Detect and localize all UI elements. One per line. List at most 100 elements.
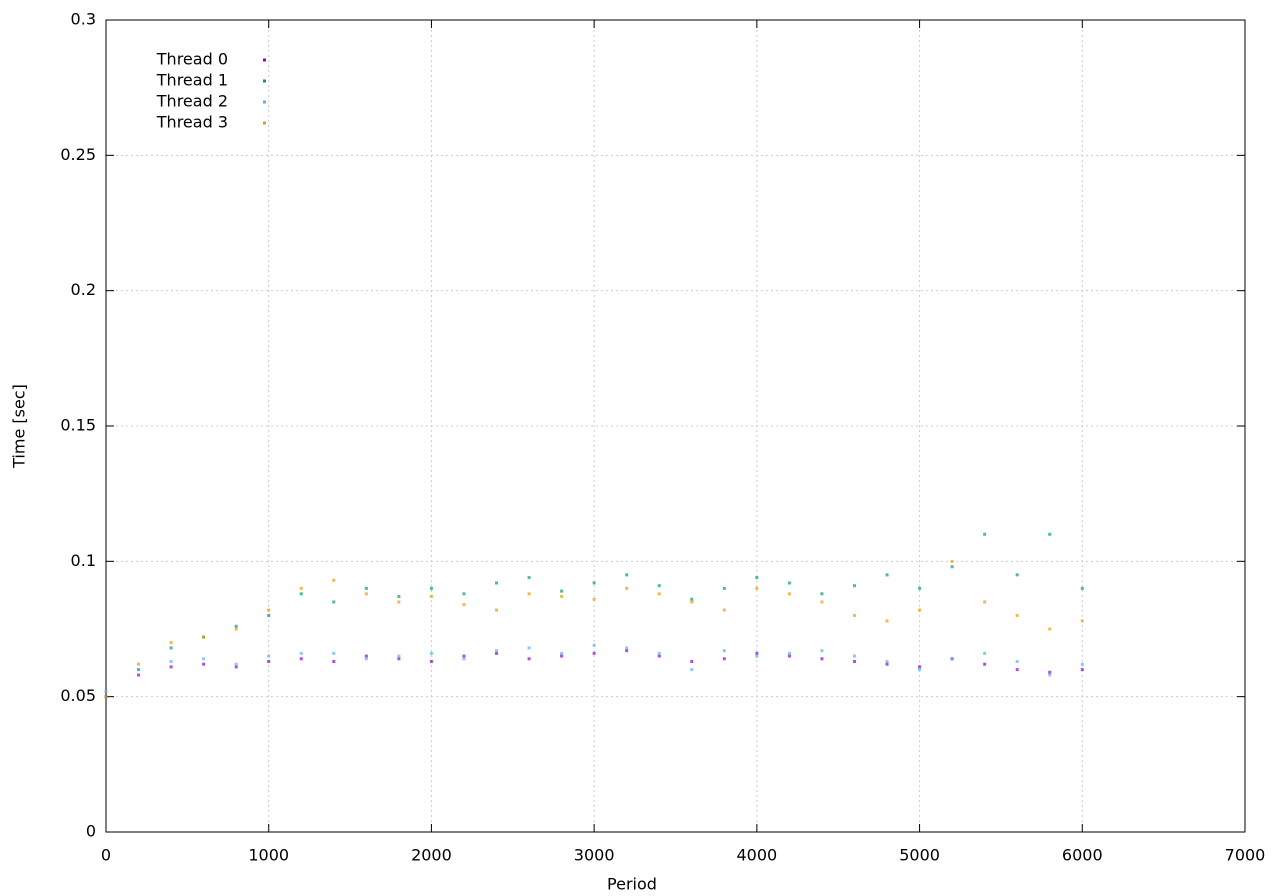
point — [169, 665, 173, 669]
y-axis-label: Time [sec] — [10, 384, 29, 469]
point — [918, 665, 922, 669]
point — [918, 608, 922, 612]
point — [560, 595, 564, 599]
point — [852, 659, 856, 663]
point — [852, 654, 856, 658]
legend-marker — [263, 79, 266, 83]
point — [462, 657, 466, 661]
point — [1080, 586, 1084, 590]
point — [820, 657, 824, 661]
point — [104, 689, 108, 693]
point — [169, 659, 173, 663]
legend-marker — [263, 121, 266, 125]
point — [592, 597, 596, 601]
point — [429, 659, 433, 663]
point — [690, 600, 694, 604]
point — [364, 657, 368, 661]
y-tick-label: 0 — [86, 822, 96, 841]
point — [657, 592, 661, 596]
point — [527, 592, 531, 596]
x-tick-label: 2000 — [411, 846, 452, 865]
point — [462, 654, 466, 658]
point — [950, 559, 954, 563]
point — [299, 657, 303, 661]
point — [299, 651, 303, 655]
point — [364, 592, 368, 596]
point — [495, 608, 499, 612]
x-tick-label: 1000 — [248, 846, 289, 865]
point — [527, 646, 531, 650]
x-tick-label: 6000 — [1062, 846, 1103, 865]
point — [332, 600, 336, 604]
point — [983, 532, 987, 536]
point — [1015, 573, 1019, 577]
x-axis-label: Period — [607, 875, 657, 894]
y-tick-label: 0.1 — [71, 551, 96, 570]
point — [755, 586, 759, 590]
point — [852, 613, 856, 617]
point — [560, 589, 564, 593]
point — [1048, 673, 1052, 677]
x-tick-label: 3000 — [574, 846, 615, 865]
plot-border — [105, 19, 1246, 833]
point — [1015, 668, 1019, 672]
point — [1015, 613, 1019, 617]
point — [625, 573, 629, 577]
point — [267, 608, 271, 612]
point — [657, 584, 661, 588]
point — [364, 654, 368, 658]
point — [787, 581, 791, 585]
point — [755, 651, 759, 655]
point — [234, 624, 238, 628]
point — [137, 662, 141, 666]
point — [755, 576, 759, 580]
point — [625, 649, 629, 653]
point — [722, 657, 726, 661]
legend-marker — [263, 100, 266, 104]
point — [527, 657, 531, 661]
y-tick-label: 0.2 — [71, 280, 96, 299]
x-tick-label: 0 — [101, 846, 111, 865]
point — [169, 646, 173, 650]
point — [885, 659, 889, 663]
point — [527, 576, 531, 580]
point — [137, 668, 141, 672]
y-tick-label: 0.3 — [71, 10, 96, 29]
point — [429, 595, 433, 599]
point — [722, 586, 726, 590]
point — [1048, 627, 1052, 631]
point — [755, 654, 759, 658]
point — [234, 665, 238, 669]
point — [820, 649, 824, 653]
point — [462, 592, 466, 596]
point — [820, 600, 824, 604]
point — [202, 662, 206, 666]
point — [462, 603, 466, 607]
point — [852, 584, 856, 588]
point — [983, 651, 987, 655]
point — [267, 613, 271, 617]
point — [690, 597, 694, 601]
point — [690, 659, 694, 663]
point — [397, 657, 401, 661]
point — [918, 586, 922, 590]
point — [560, 654, 564, 658]
point — [560, 651, 564, 655]
point — [202, 635, 206, 639]
point — [690, 668, 694, 672]
point — [625, 646, 629, 650]
point — [202, 657, 206, 661]
point — [299, 586, 303, 590]
point — [332, 659, 336, 663]
y-tick-label: 0.15 — [60, 416, 96, 435]
point — [820, 592, 824, 596]
x-tick-label: 4000 — [736, 846, 777, 865]
point — [1048, 670, 1052, 674]
point — [1080, 662, 1084, 666]
point — [722, 649, 726, 653]
point — [299, 592, 303, 596]
point — [657, 654, 661, 658]
point — [592, 651, 596, 655]
point — [1048, 532, 1052, 536]
